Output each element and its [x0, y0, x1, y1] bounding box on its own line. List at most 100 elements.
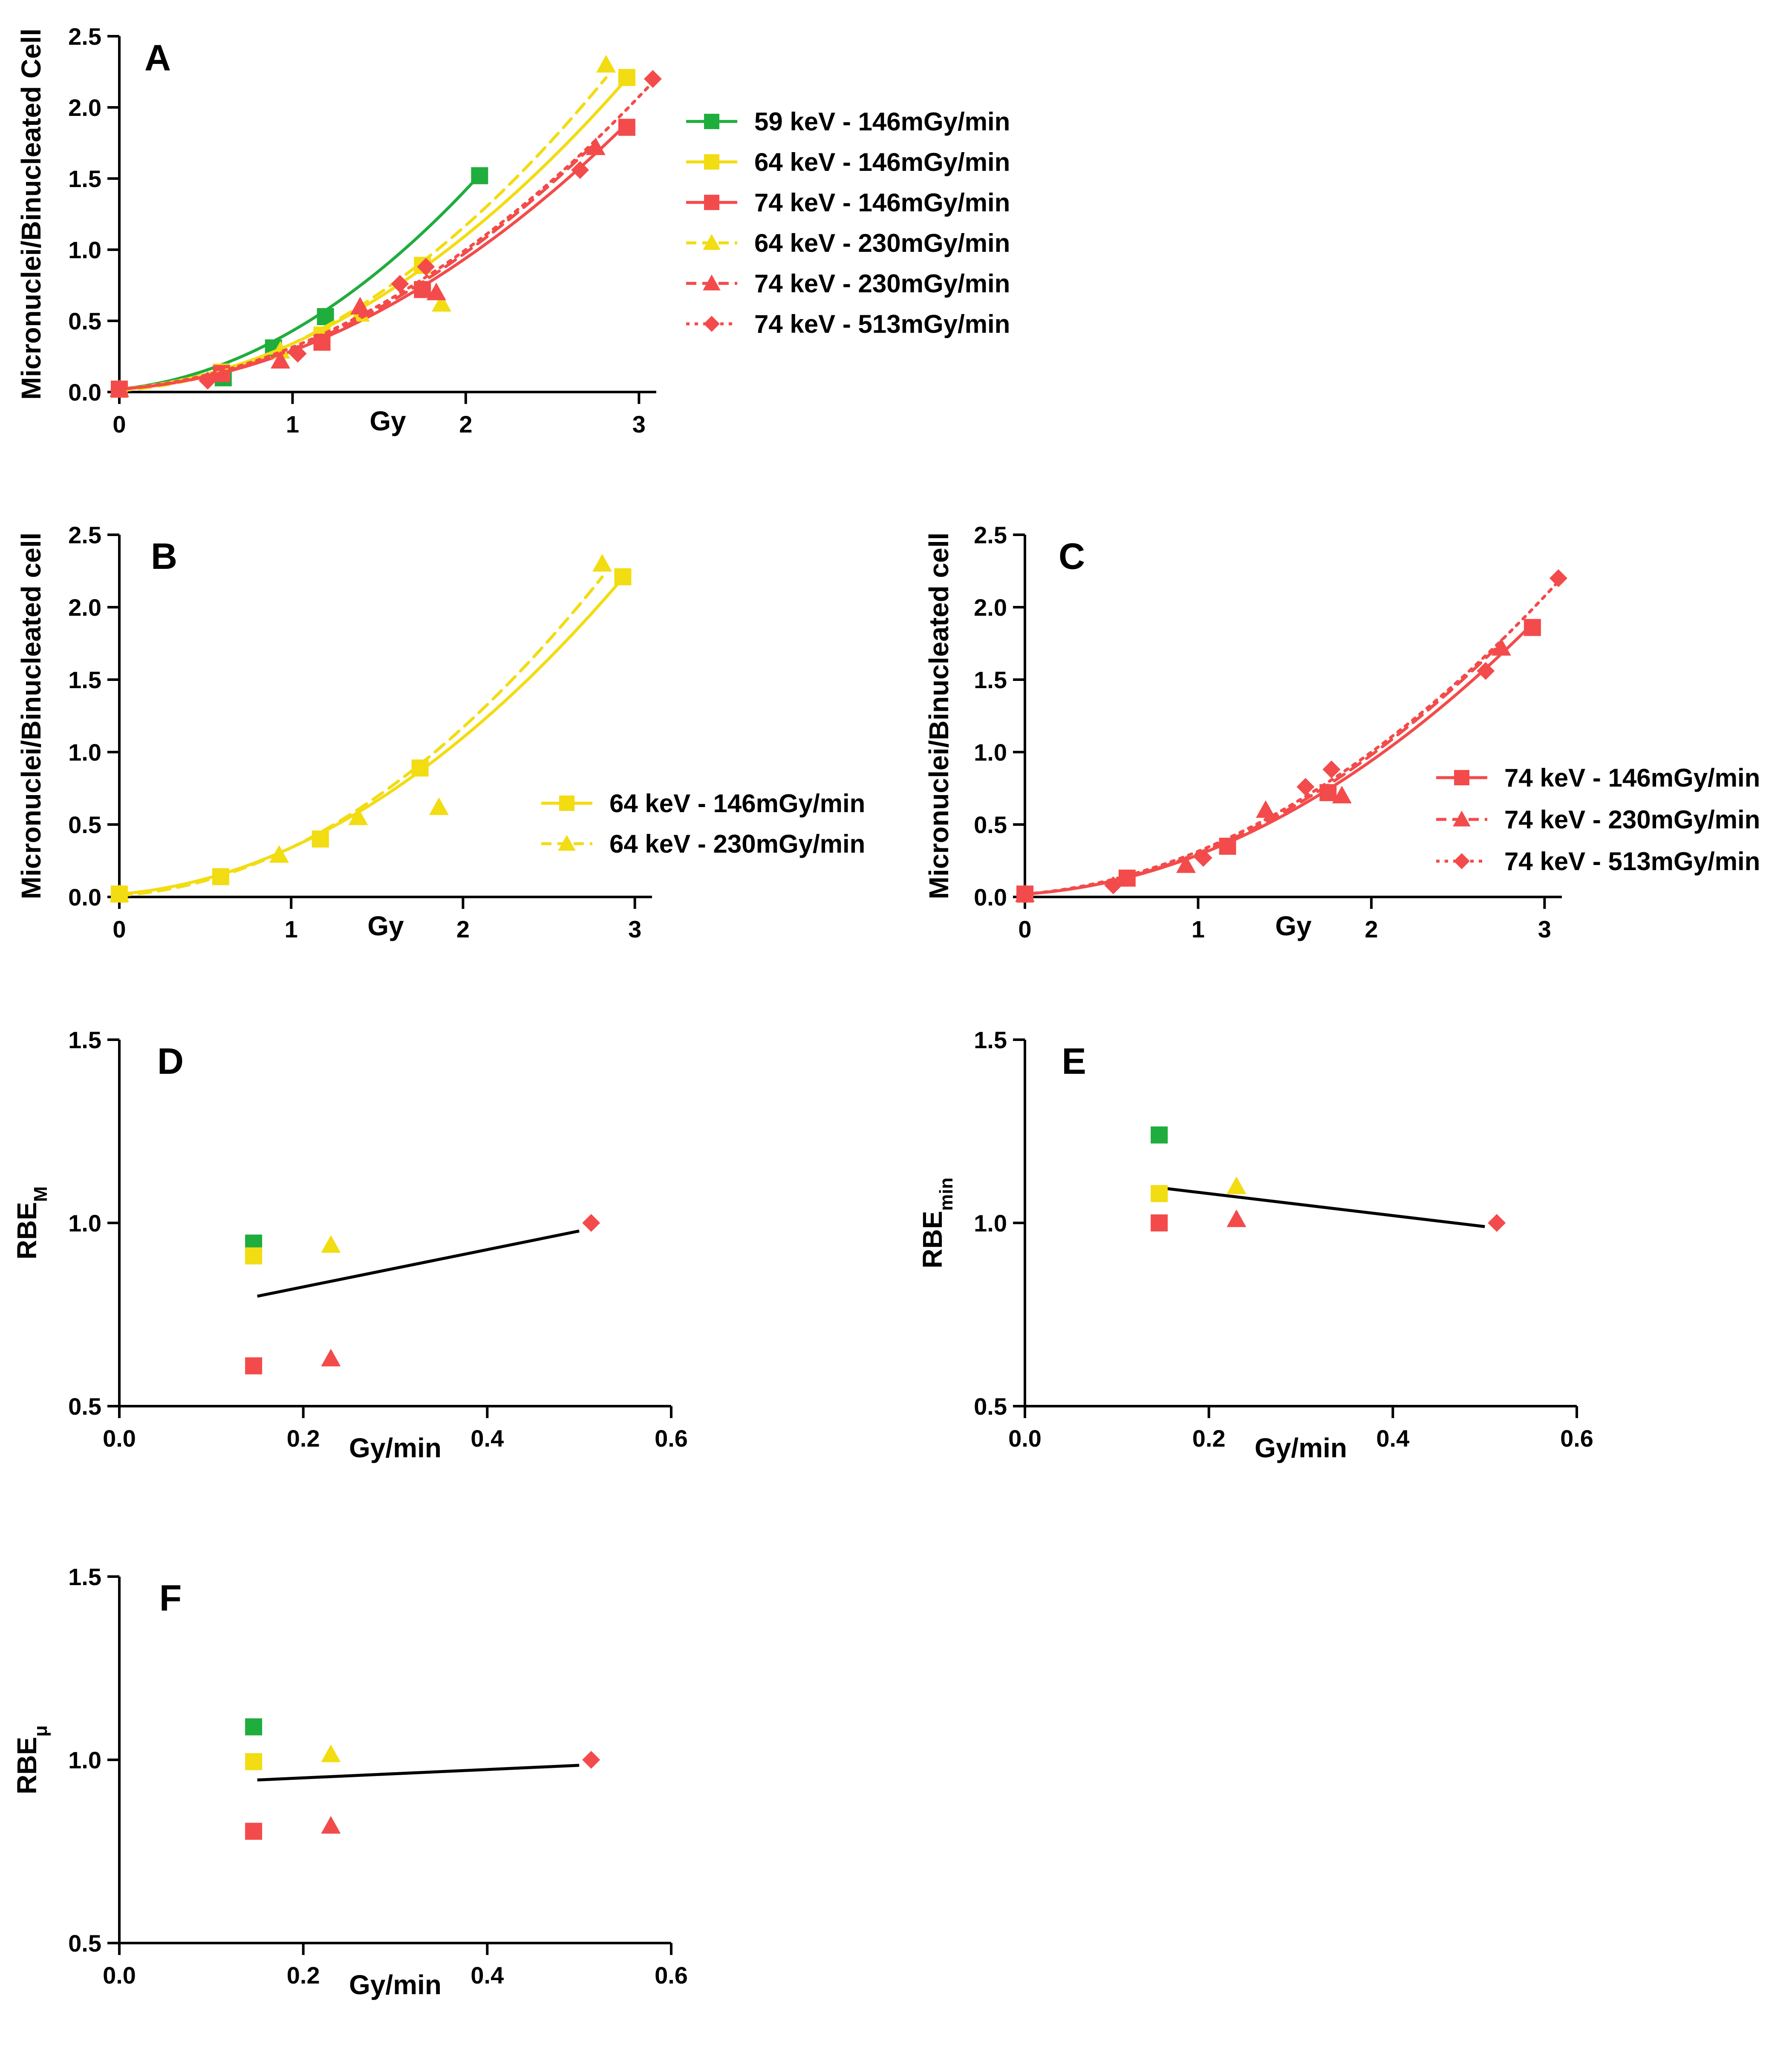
data-point	[1332, 786, 1352, 804]
x-tick-label: 0.4	[1376, 1425, 1409, 1452]
y-tick-label: 1.0	[68, 1210, 101, 1237]
data-point	[245, 1247, 263, 1265]
legend-label: 74 keV - 230mGy/min	[1504, 805, 1760, 834]
legend-label: 64 keV - 230mGy/min	[609, 830, 865, 858]
y-tick-label: 1.5	[68, 1563, 101, 1590]
data-point	[592, 554, 612, 572]
y-tick-label: 2.0	[68, 94, 101, 121]
legend-marker	[704, 195, 719, 210]
y-tick-label: 0.5	[68, 1930, 101, 1957]
data-point	[245, 1822, 263, 1840]
legend-label: 74 keV - 513mGy/min	[754, 310, 1010, 338]
y-tick-label: 0.5	[68, 1393, 101, 1420]
y-axis-title: Micronuclei/Binucleated cell	[16, 533, 46, 900]
data-point	[1194, 849, 1212, 867]
panel-a: 0 1 2 3 0.0 0.5 1.0 1.5 2.0 2.5 Gy Micronuclei/Binu…	[16, 23, 1010, 438]
y-axis-title: RBEmin	[917, 1177, 957, 1268]
data-point	[1104, 876, 1123, 894]
y-axis-title: RBEM	[12, 1186, 51, 1260]
data-point	[269, 845, 289, 863]
y-axis-title: Micronuclei/Binucleated Cell	[16, 29, 46, 400]
y-tick-label: 1.5	[68, 666, 101, 693]
x-axis-title: Gy	[369, 406, 406, 436]
data-point	[432, 294, 451, 312]
y-tick-label: 2.0	[68, 594, 101, 621]
panel-letter: F	[159, 1578, 182, 1619]
panel-letter: E	[1062, 1041, 1086, 1082]
series-fit-line	[118, 575, 604, 897]
legend-marker	[703, 234, 721, 250]
x-tick-label: 0.6	[1560, 1425, 1593, 1452]
data-point	[426, 283, 446, 300]
x-tick-label: 0.0	[1008, 1425, 1042, 1452]
legend-marker	[558, 835, 576, 851]
legend-label: 59 keV - 146mGy/min	[754, 107, 1010, 136]
x-axis-title: Gy/min	[349, 1433, 442, 1463]
y-tick-label: 0.5	[68, 308, 101, 334]
y-axis-title: RBEμ	[12, 1725, 51, 1794]
y-tick-label: 2.5	[68, 522, 101, 548]
data-point	[313, 334, 331, 351]
series-fit-line	[118, 76, 608, 392]
data-point	[271, 351, 290, 369]
data-point	[245, 1753, 263, 1770]
data-point	[582, 1214, 600, 1232]
y-tick-label: 1.5	[974, 666, 1007, 693]
data-point	[1151, 1126, 1168, 1144]
series-fit-line	[1023, 580, 1560, 896]
y-tick-label: 1.5	[974, 1026, 1007, 1053]
panel-letter: A	[144, 37, 171, 78]
series-fit-line	[118, 576, 624, 896]
data-point	[1226, 1209, 1247, 1227]
data-point	[1322, 760, 1341, 778]
legend-marker	[704, 114, 719, 129]
data-point	[110, 380, 128, 398]
data-point	[245, 1357, 263, 1375]
data-point	[289, 344, 307, 363]
x-tick-label: 0	[1018, 916, 1031, 943]
y-axis-title-subscript: M	[30, 1186, 51, 1202]
y-tick-label: 0.0	[68, 884, 101, 911]
x-axis-title: Gy/min	[1255, 1433, 1347, 1463]
legend-marker	[559, 796, 574, 811]
y-tick-label: 1.0	[68, 1747, 101, 1773]
y-tick-label: 0.5	[974, 1393, 1007, 1420]
x-tick-label: 0.0	[103, 1425, 136, 1452]
x-tick-label: 3	[632, 411, 646, 438]
panel-letter: B	[151, 536, 177, 577]
data-point	[321, 1744, 341, 1762]
y-tick-label: 2.0	[974, 594, 1007, 621]
data-point	[1491, 638, 1511, 656]
panel-letter: C	[1059, 536, 1085, 577]
data-point	[1488, 1214, 1506, 1232]
trend-line	[257, 1764, 580, 1782]
legend-label: 74 keV - 513mGy/min	[1504, 847, 1760, 876]
data-point	[582, 1751, 600, 1769]
x-tick-label: 2	[1365, 916, 1378, 943]
data-point	[571, 161, 589, 179]
data-point	[1226, 1176, 1247, 1194]
x-tick-label: 0	[113, 411, 126, 438]
panel-e: 0.0 0.2 0.4 0.6 0.5 1.0 1.5 Gy/min RBEmin E	[917, 1026, 1593, 1463]
legend-marker	[1454, 770, 1469, 785]
x-tick-label: 0.6	[655, 1425, 688, 1452]
x-tick-label: 1	[285, 916, 298, 943]
y-tick-label: 2.5	[974, 522, 1007, 548]
legend-label: 64 keV - 146mGy/min	[754, 148, 1010, 176]
y-tick-label: 1.0	[68, 739, 101, 766]
data-point	[321, 1816, 341, 1834]
panel-d: 0.0 0.2 0.4 0.6 0.5 1.0 1.5 Gy/min RBEM D	[12, 1026, 688, 1463]
data-point	[1477, 662, 1495, 680]
data-point	[391, 275, 409, 293]
data-point	[245, 1718, 263, 1736]
data-point	[350, 297, 370, 314]
x-axis-title: Gy	[1275, 911, 1312, 941]
y-axis-title-subscript: μ	[30, 1725, 51, 1737]
x-axis-title: Gy/min	[349, 1969, 442, 2000]
data-point	[618, 69, 635, 86]
legend-label: 74 keV - 230mGy/min	[754, 269, 1010, 298]
series-fit-line	[118, 141, 597, 391]
y-axis-title-subscript: min	[936, 1177, 957, 1211]
y-tick-label: 1.5	[68, 1026, 101, 1053]
series-fit-line	[118, 81, 655, 391]
